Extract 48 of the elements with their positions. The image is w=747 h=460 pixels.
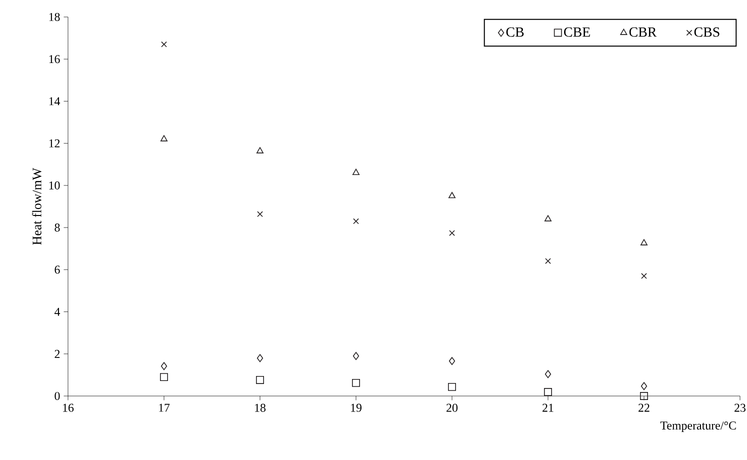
point	[256, 376, 264, 384]
y-tick-label: 12	[49, 139, 60, 148]
point	[641, 273, 647, 279]
point	[640, 382, 648, 390]
point	[640, 239, 648, 246]
x-tick-label: 21	[542, 404, 554, 412]
legend-label: CB	[506, 27, 524, 37]
y-axis-title: Heat flow/mW	[32, 168, 42, 245]
point	[352, 378, 360, 387]
point	[352, 168, 360, 175]
point	[448, 382, 456, 391]
y-tick-label: 14	[49, 97, 60, 106]
point	[352, 352, 360, 360]
point	[448, 357, 456, 366]
x-tick-label: 20	[446, 404, 458, 412]
point	[448, 192, 456, 198]
point	[160, 373, 168, 382]
y-tick-label: 10	[49, 181, 60, 190]
x-tick-label: 16	[63, 404, 74, 412]
x-axis-title: Temperature/°C	[660, 422, 736, 432]
y-tick-label: 0	[54, 392, 60, 400]
y-tick-label: 6	[54, 266, 60, 274]
y-tick-label: 4	[54, 308, 60, 316]
point	[640, 392, 648, 400]
point	[257, 211, 263, 218]
point	[256, 354, 264, 362]
point	[160, 362, 168, 370]
x-tick-label: 22	[638, 404, 650, 412]
y-tick-label: 8	[54, 224, 60, 232]
point	[449, 230, 455, 236]
legend-label: CBS	[694, 27, 720, 37]
point	[544, 388, 552, 396]
legend-label: CBE	[564, 27, 590, 37]
point	[544, 370, 552, 378]
point	[160, 135, 168, 142]
point	[545, 258, 551, 264]
y-tick-label: 18	[49, 12, 60, 22]
point	[161, 41, 167, 48]
point	[256, 147, 264, 154]
y-tick-label: 2	[54, 350, 60, 358]
x-tick-label: 17	[159, 404, 170, 412]
x-tick-label: 18	[255, 404, 266, 412]
point	[353, 218, 359, 224]
legend-label: CBR	[629, 27, 657, 37]
y-tick-label: 16	[49, 55, 60, 64]
x-tick-label: 19	[351, 404, 362, 412]
point	[544, 215, 552, 222]
x-tick-label: 23	[734, 404, 746, 412]
